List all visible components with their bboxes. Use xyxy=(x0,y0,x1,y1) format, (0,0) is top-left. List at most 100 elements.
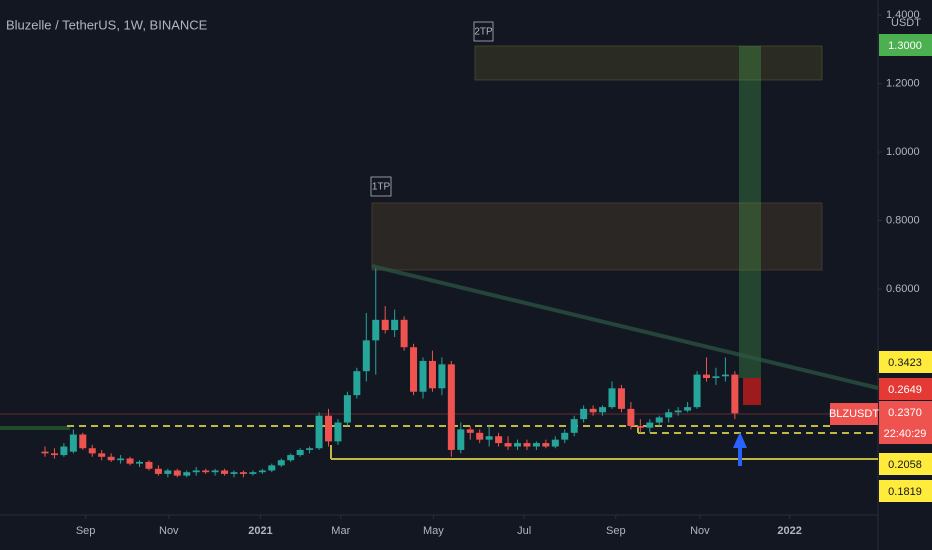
candle-body xyxy=(495,436,503,444)
candle-body xyxy=(476,432,484,440)
candle-body xyxy=(617,388,625,409)
candle-body xyxy=(712,376,720,379)
candle-body xyxy=(192,470,200,473)
candle-body xyxy=(561,432,569,440)
candle-body xyxy=(599,407,607,413)
candle-body xyxy=(684,407,692,411)
x-tick-label: Sep xyxy=(76,525,96,537)
candle-body xyxy=(523,443,531,447)
candle-body xyxy=(306,448,314,450)
candle-body xyxy=(230,472,238,474)
candle-body xyxy=(570,419,578,433)
trend-line xyxy=(371,264,879,390)
candle-body xyxy=(636,425,644,428)
price-badge xyxy=(879,401,932,423)
candle-body xyxy=(721,374,729,377)
candle-body xyxy=(504,443,512,447)
candle-body xyxy=(69,434,77,452)
candle-body xyxy=(580,408,588,420)
price-badge-label: 0.2370 xyxy=(888,407,922,419)
candle-body xyxy=(202,470,210,473)
countdown-badge xyxy=(879,423,932,444)
candle-body xyxy=(419,360,427,392)
candle-body xyxy=(703,374,710,379)
annotation: 1TP xyxy=(372,182,391,193)
price-badge xyxy=(879,378,932,400)
y-tick-label: 0.6000 xyxy=(886,283,920,295)
candle-body xyxy=(646,422,654,428)
candle-body xyxy=(343,395,351,423)
candle-body xyxy=(362,340,370,372)
x-tick-label: Jul xyxy=(517,525,531,537)
candle-body xyxy=(249,472,257,474)
candle-body xyxy=(211,470,219,473)
arrow-up xyxy=(733,432,747,466)
symbol-label: BLZUSDT xyxy=(829,408,879,420)
candle-body xyxy=(98,453,106,457)
countdown: 22:40:29 xyxy=(884,428,927,440)
candle-body xyxy=(154,468,162,474)
target-zone xyxy=(371,202,823,271)
x-tick-label: Nov xyxy=(690,525,710,537)
y-tick-label: 1.2000 xyxy=(886,77,920,89)
candle-body xyxy=(353,371,361,396)
candle-body xyxy=(608,388,616,408)
risk-zone xyxy=(743,378,761,405)
candle-body xyxy=(126,458,134,464)
candle-body xyxy=(221,470,229,474)
x-tick-label: Nov xyxy=(159,525,179,537)
price-badge xyxy=(879,34,932,56)
symbol-badge xyxy=(830,403,878,425)
candle-body xyxy=(381,319,389,331)
price-badge xyxy=(879,480,932,502)
candle-body xyxy=(268,465,276,471)
candle-body xyxy=(79,434,87,449)
target-zone xyxy=(474,45,823,81)
candle-body xyxy=(183,472,191,476)
x-tick-label: Mar xyxy=(331,525,350,537)
price-badge xyxy=(879,453,932,475)
candle-body xyxy=(136,461,143,464)
currency: USDT xyxy=(891,17,921,29)
candle-body xyxy=(239,472,247,474)
annotation-box xyxy=(370,176,392,197)
chart-title: Bluzelle / TetherUS, 1W, BINANCE xyxy=(6,17,208,32)
y-tick-label: 0.8000 xyxy=(886,214,920,226)
candle-body xyxy=(665,412,673,418)
candle-body xyxy=(542,443,550,447)
candle-body xyxy=(117,458,125,461)
candle-body xyxy=(457,429,465,450)
candle-body xyxy=(589,408,597,413)
candle-body xyxy=(410,347,418,392)
candle-body xyxy=(532,443,540,447)
candle-body xyxy=(447,364,455,450)
price-badge-label: 0.2649 xyxy=(888,384,922,396)
candle-body xyxy=(485,436,493,440)
candle-body xyxy=(88,448,96,454)
candle-body xyxy=(627,408,635,426)
x-tick-label: 2021 xyxy=(248,525,272,537)
candle-body xyxy=(428,360,436,389)
x-tick-label: Sep xyxy=(606,525,626,537)
candle-body xyxy=(60,446,68,456)
candle-body xyxy=(400,319,408,348)
candle-body xyxy=(438,364,446,389)
candle-body xyxy=(514,443,521,447)
candle-body xyxy=(107,456,115,461)
drawings: 2TP 1TP xyxy=(0,21,879,466)
candle-body xyxy=(334,422,342,442)
candle-body xyxy=(655,417,663,423)
price-badge-label: 0.1819 xyxy=(888,486,922,498)
candle-body xyxy=(466,429,474,433)
price-badge-label: 0.2058 xyxy=(888,459,922,471)
candle-body xyxy=(258,470,266,473)
x-tick-label: May xyxy=(423,525,444,537)
candle-body xyxy=(674,410,682,413)
price-badge xyxy=(879,351,932,373)
candle-body xyxy=(296,449,304,456)
projection-zone xyxy=(739,46,761,378)
price-badge-label: 0.3423 xyxy=(888,357,922,369)
candle-body xyxy=(391,319,399,331)
